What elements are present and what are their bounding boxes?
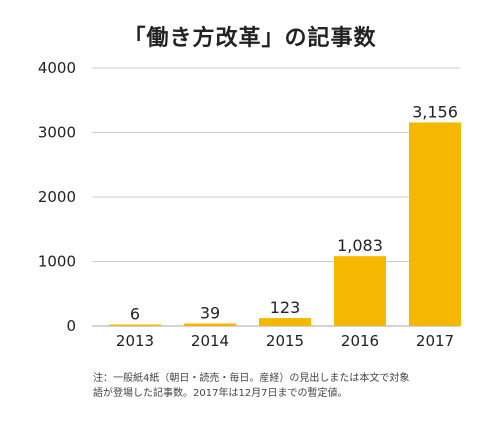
chart-title: 「働き方改革」の記事数 bbox=[123, 26, 377, 51]
x-tick-label-2013: 2013 bbox=[116, 332, 154, 350]
footnote-line-1: 注：一般紙4紙（朝日・読売・毎日。産経）の見出しまたは本文で対象 bbox=[93, 373, 410, 384]
chart-footnote: 注：一般紙4紙（朝日・読売・毎日。産経）の見出しまたは本文で対象 語が登場した記… bbox=[93, 371, 473, 401]
data-label-2015: 123 bbox=[270, 298, 301, 317]
bar-2017 bbox=[409, 122, 461, 326]
y-tick-label-1000: 1000 bbox=[38, 253, 76, 271]
x-tick-label-2015: 2015 bbox=[266, 332, 304, 350]
bar-2014 bbox=[184, 323, 236, 326]
y-tick-label-2000: 2000 bbox=[38, 188, 76, 206]
bar-2016 bbox=[334, 256, 386, 326]
y-tick-label-4000: 4000 bbox=[38, 59, 76, 77]
footnote-line-2: 語が登場した記事数。2017年は12月7日までの暫定値。 bbox=[93, 388, 348, 399]
x-tick-label-2014: 2014 bbox=[191, 332, 229, 350]
y-tick-label-3000: 3000 bbox=[38, 124, 76, 142]
data-label-2017: 3,156 bbox=[412, 102, 458, 121]
bar-2015 bbox=[259, 318, 311, 326]
data-label-2014: 39 bbox=[200, 303, 220, 322]
data-label-2016: 1,083 bbox=[337, 236, 383, 255]
y-tick-label-0: 0 bbox=[66, 317, 76, 335]
data-label-2013: 6 bbox=[130, 305, 140, 324]
x-tick-label-2016: 2016 bbox=[341, 332, 379, 350]
x-tick-label-2017: 2017 bbox=[416, 332, 454, 350]
bar-2013 bbox=[109, 324, 161, 326]
